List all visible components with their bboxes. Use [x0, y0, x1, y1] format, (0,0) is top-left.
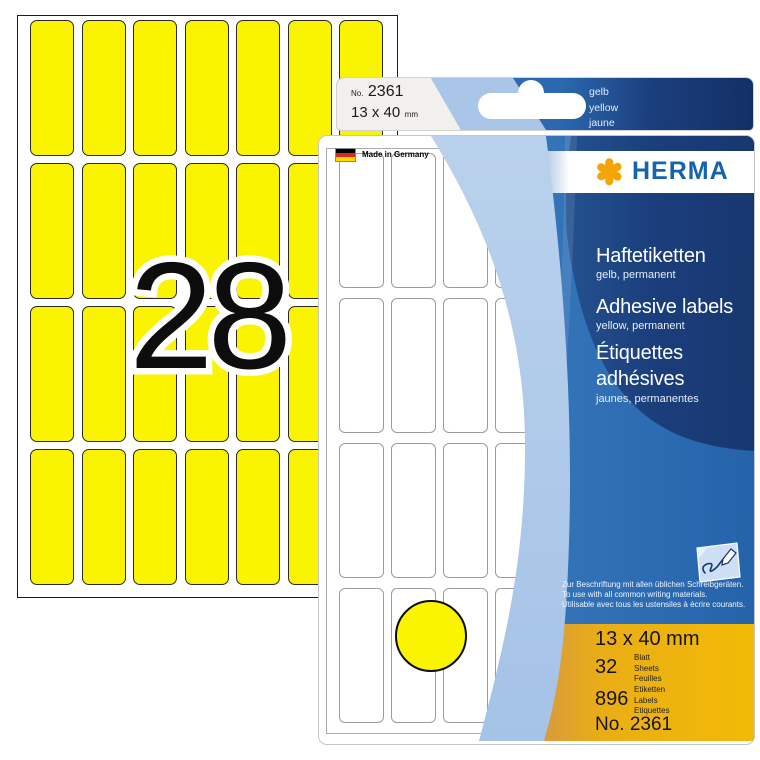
labels-per-sheet-count: 28 — [128, 231, 292, 401]
spec-labels-unit-de: Etiketten — [634, 685, 666, 694]
label-cell — [184, 20, 229, 156]
yellow-sample-dot — [395, 600, 467, 672]
label-cell — [133, 20, 177, 156]
label-cell — [339, 153, 384, 288]
spec-order-number: No. 2361 — [595, 714, 673, 735]
package-sheet-image — [326, 148, 696, 734]
label-cell — [547, 153, 592, 288]
made-in-label: Made in Germany — [362, 150, 429, 159]
label-size-value: 13 x 40 — [351, 104, 401, 121]
title-fr-line2: adhésives — [596, 368, 685, 390]
brand-name: HERMA — [632, 157, 729, 185]
title-de: Haftetiketten — [596, 245, 706, 267]
label-cell — [81, 306, 126, 442]
subtitle-de: gelb, permanent — [596, 269, 676, 281]
label-cell — [236, 20, 280, 156]
label-cell — [443, 298, 488, 433]
spec-labels-unit-fr: Etiquettes — [634, 706, 670, 715]
spec-labels-unit-en: Labels — [634, 695, 658, 705]
spec-sheets-unit-fr: Feuilles — [634, 674, 662, 683]
label-cell — [236, 306, 280, 442]
spec-sheets-unit-de: Blatt — [634, 653, 651, 662]
subtitle-en: yellow, permanent — [596, 320, 685, 332]
usage-note: Zur Beschriftung mit allen üblichen Schr… — [562, 580, 745, 611]
label-cell — [495, 588, 540, 723]
label-cell — [81, 163, 126, 299]
label-cell — [339, 588, 384, 723]
color-name-de: gelb — [589, 86, 609, 98]
spec-labels-count: 896 — [595, 688, 629, 710]
spec-labels-units: Etiketten Labels Etiquettes — [634, 685, 670, 717]
label-cell — [30, 449, 74, 585]
label-cell — [495, 443, 540, 578]
color-name-fr: jaune — [589, 117, 615, 129]
label-cell — [133, 449, 177, 585]
label-cell — [391, 298, 436, 433]
package-hang-tab: No. 2361 13 x 40 mm gelb yellow jaune — [336, 77, 754, 131]
label-cell — [547, 443, 592, 578]
label-size: 13 x 40 mm — [351, 104, 418, 122]
spec-sheets-unit-en: Sheets — [634, 663, 659, 673]
label-cell — [133, 306, 177, 442]
label-cell — [443, 153, 488, 288]
label-cell — [495, 153, 540, 288]
label-cell — [81, 449, 126, 585]
spec-sheets-count: 32 — [595, 656, 618, 678]
article-number: No. 2361 — [351, 83, 404, 101]
pen-writing-icon — [696, 542, 741, 583]
label-cell — [547, 298, 592, 433]
article-number-prefix: No. — [351, 89, 364, 98]
label-cell — [184, 306, 229, 442]
label-cell — [651, 443, 696, 578]
label-cell — [184, 449, 229, 585]
label-cell — [339, 298, 384, 433]
label-cell — [236, 163, 280, 299]
usage-de: Zur Beschriftung mit allen üblichen Schr… — [562, 580, 744, 589]
label-cell — [81, 20, 126, 156]
label-cell — [391, 443, 436, 578]
title-en: Adhesive labels — [596, 296, 734, 318]
spec-size: 13 x 40 mm — [595, 628, 700, 650]
german-flag-icon — [335, 148, 356, 162]
color-name-en: yellow — [589, 101, 619, 114]
label-cell — [30, 163, 74, 299]
label-cell — [599, 443, 644, 578]
usage-en: To use with all common writing materials… — [562, 590, 708, 600]
brand-logo: HERMA — [595, 157, 729, 186]
labels-per-sheet-count-halo: 28 — [122, 231, 298, 401]
label-cell — [30, 306, 74, 442]
label-cell — [30, 20, 74, 156]
article-number-value: 2361 — [367, 83, 404, 100]
title-fr-line1: Étiquettes — [596, 342, 683, 364]
color-names: gelb yellow jaune — [589, 85, 619, 130]
subtitle-fr: jaunes, permanentes — [596, 393, 699, 405]
euro-hang-hole-notch — [518, 80, 544, 106]
spec-sheets-units: Blatt Sheets Feuilles — [634, 653, 662, 685]
label-cell — [133, 163, 177, 299]
package-front: Made in Germany — [318, 135, 755, 745]
herma-asterisk-logo — [595, 158, 624, 186]
usage-fr: Utilisable avec tous les ustensiles à éc… — [562, 600, 746, 610]
label-size-unit: mm — [404, 110, 418, 119]
label-cell — [236, 449, 280, 585]
label-cell — [443, 443, 488, 578]
label-cell — [391, 153, 436, 288]
label-cell — [184, 163, 229, 299]
label-cell — [287, 20, 332, 156]
label-cell — [495, 298, 540, 433]
label-cell — [339, 443, 384, 578]
